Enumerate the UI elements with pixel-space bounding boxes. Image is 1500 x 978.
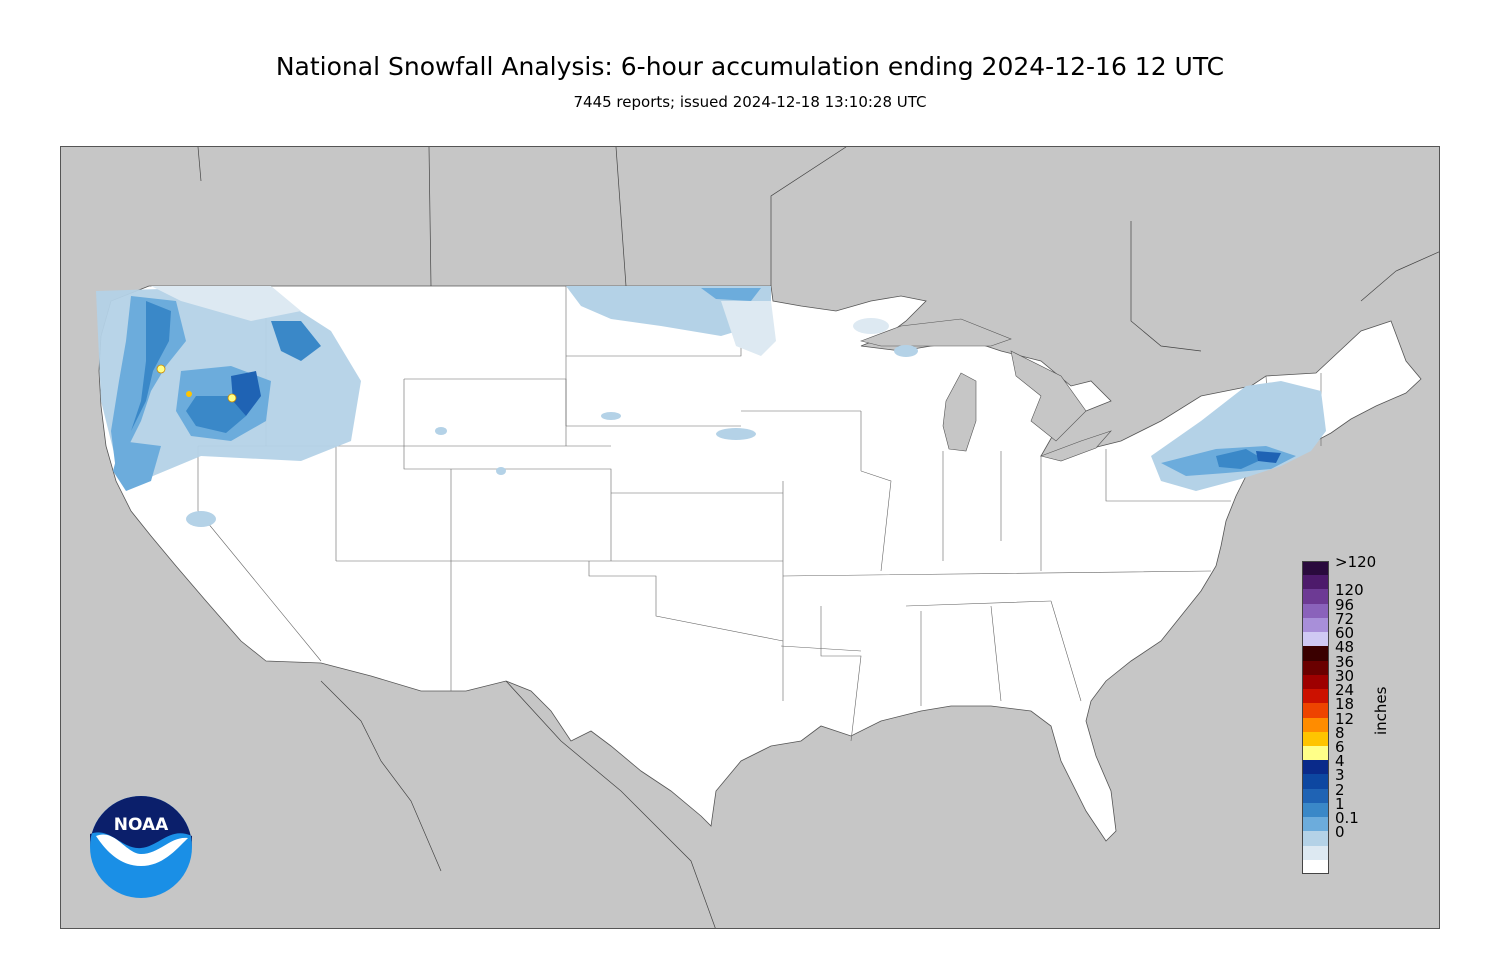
lake-michigan bbox=[942, 372, 977, 452]
legend-units-label: inches bbox=[1372, 686, 1390, 735]
legend-swatch bbox=[1302, 788, 1329, 804]
legend-swatch bbox=[1302, 731, 1329, 747]
legend-swatch bbox=[1302, 774, 1329, 790]
legend-swatch bbox=[1302, 646, 1329, 662]
legend-swatch bbox=[1302, 703, 1329, 718]
legend-swatch bbox=[1302, 802, 1329, 818]
legend-swatch bbox=[1302, 589, 1329, 605]
legend-swatch bbox=[1302, 760, 1329, 775]
map-canvas bbox=[96, 147, 1439, 928]
lake-erie bbox=[1039, 430, 1112, 462]
legend-tick-label: 0 bbox=[1335, 823, 1345, 842]
legend-tick-label: 18 bbox=[1335, 695, 1355, 714]
legend-tick-label: 60 bbox=[1335, 624, 1355, 643]
legend-swatch bbox=[1302, 845, 1329, 861]
lake-superior bbox=[859, 318, 1012, 347]
noaa-logo: NOAA bbox=[90, 796, 192, 898]
mexico-border bbox=[320, 680, 716, 928]
legend-swatch bbox=[1302, 717, 1329, 733]
legend-tick-label: 3 bbox=[1335, 766, 1345, 785]
legend-swatch bbox=[1302, 660, 1329, 676]
legend-swatch bbox=[1302, 632, 1329, 647]
legend-swatch bbox=[1302, 617, 1329, 633]
legend-tick-label: 6 bbox=[1335, 737, 1345, 756]
legend-swatch bbox=[1302, 689, 1329, 704]
legend-tick-label: 24 bbox=[1335, 681, 1355, 700]
map-title: National Snowfall Analysis: 6-hour accum… bbox=[275, 52, 1225, 81]
canada-border bbox=[197, 147, 1439, 352]
legend-tick-label: 96 bbox=[1335, 595, 1355, 614]
legend-swatch bbox=[1302, 817, 1329, 832]
legend-swatch bbox=[1302, 561, 1329, 576]
snowfall-map bbox=[60, 146, 1440, 929]
legend-tick-label: >120 bbox=[1335, 553, 1377, 571]
legend-tick-label: 4 bbox=[1335, 752, 1345, 771]
legend-swatch bbox=[1302, 603, 1329, 619]
map-subtitle: 7445 reports; issued 2024-12-18 13:10:28… bbox=[573, 93, 927, 111]
snowfall-overlay bbox=[96, 286, 1326, 527]
noaa-logo-text: NOAA bbox=[114, 815, 169, 835]
legend-swatch bbox=[1302, 831, 1329, 847]
legend-tick-label: 72 bbox=[1335, 609, 1355, 628]
legend-swatch bbox=[1302, 575, 1329, 590]
legend-tick-label: 2 bbox=[1335, 780, 1345, 799]
legend-tick-label: 30 bbox=[1335, 666, 1355, 685]
legend-tick-label: 8 bbox=[1335, 723, 1345, 742]
legend-tick-label: 12 bbox=[1335, 709, 1355, 728]
legend-swatch bbox=[1302, 859, 1329, 875]
lake-huron bbox=[1010, 350, 1087, 442]
legend-tick-label: 36 bbox=[1335, 652, 1355, 671]
legend-swatch bbox=[1302, 674, 1329, 690]
legend-tick-label: 0.1 bbox=[1335, 809, 1359, 828]
legend-tick-label: 1 bbox=[1335, 794, 1345, 813]
legend-tick-label: 120 bbox=[1335, 581, 1364, 600]
legend-swatch bbox=[1302, 745, 1329, 761]
legend-tick-label: 48 bbox=[1335, 638, 1355, 657]
